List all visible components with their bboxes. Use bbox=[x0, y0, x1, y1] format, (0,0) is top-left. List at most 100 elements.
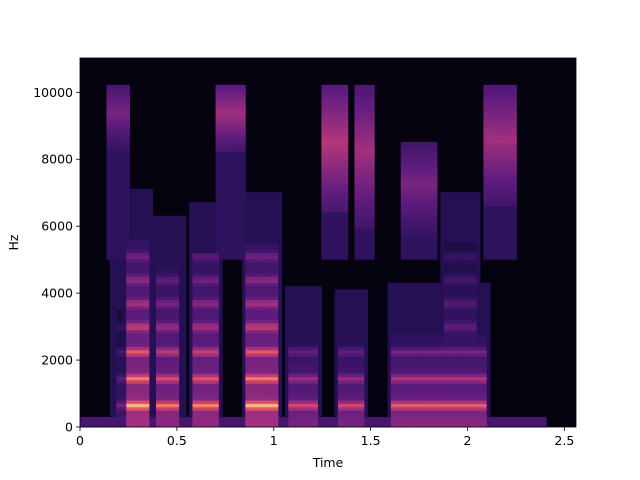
spectrogram-cell bbox=[195, 249, 200, 253]
spectrogram-cell bbox=[275, 215, 279, 220]
spectrogram-cell bbox=[251, 396, 256, 401]
spectrogram-cell bbox=[172, 229, 177, 233]
spectrogram-cell bbox=[285, 353, 289, 357]
spectrogram-cell bbox=[172, 245, 177, 250]
spectrogram-cell bbox=[258, 316, 263, 321]
spectrogram-cell bbox=[208, 346, 213, 351]
spectrogram-cell bbox=[268, 225, 273, 230]
spectrogram-cell bbox=[132, 239, 137, 243]
spectrogram-cell bbox=[235, 88, 240, 92]
spectrogram-cell bbox=[218, 333, 223, 337]
spectrogram-cell bbox=[122, 165, 127, 170]
spectrogram-cell bbox=[172, 373, 177, 378]
spectrogram-cell bbox=[132, 349, 137, 354]
spectrogram-cell bbox=[334, 316, 339, 321]
spectrogram-cell bbox=[344, 406, 349, 411]
spectrogram-cell bbox=[122, 326, 127, 331]
spectrogram-cell bbox=[132, 369, 137, 374]
spectrogram-cell bbox=[331, 229, 336, 233]
spectrogram-cell bbox=[136, 369, 140, 374]
spectrogram-cell bbox=[304, 289, 309, 294]
spectrogram-cell bbox=[192, 239, 197, 243]
spectrogram-cell bbox=[291, 410, 296, 414]
spectrogram-cell bbox=[192, 346, 197, 351]
spectrogram-cell bbox=[149, 245, 154, 250]
spectrogram-cell bbox=[205, 393, 210, 398]
spectrogram-cell bbox=[334, 356, 339, 361]
spectrogram-cell bbox=[222, 225, 226, 230]
spectrogram-cell bbox=[294, 326, 299, 331]
spectrogram-cell bbox=[142, 356, 147, 361]
spectrogram-cell bbox=[294, 423, 299, 428]
spectrogram-cell bbox=[278, 353, 283, 357]
spectrogram-cell bbox=[215, 255, 220, 260]
spectrogram-cell bbox=[132, 292, 137, 297]
spectrogram-cell bbox=[308, 420, 312, 425]
spectrogram-cell bbox=[218, 410, 223, 414]
spectrogram-cell bbox=[149, 316, 154, 321]
spectrogram-cell bbox=[245, 265, 250, 270]
spectrogram-cell bbox=[225, 235, 230, 240]
spectrogram-cell bbox=[242, 249, 246, 253]
spectrogram-cell bbox=[156, 336, 160, 341]
spectrogram-cell bbox=[109, 145, 114, 149]
spectrogram-cell bbox=[232, 111, 236, 116]
spectrogram-cell bbox=[129, 309, 134, 314]
spectrogram-cell bbox=[156, 420, 160, 425]
spectrogram-cell bbox=[122, 178, 127, 183]
spectrogram-cell bbox=[261, 319, 266, 324]
spectrogram-cell bbox=[113, 249, 117, 253]
spectrogram-cell bbox=[324, 192, 329, 196]
spectrogram-cell bbox=[179, 386, 183, 391]
spectrogram-cell bbox=[344, 292, 349, 297]
spectrogram-cell bbox=[354, 121, 359, 126]
spectrogram-cell bbox=[169, 262, 173, 267]
spectrogram-cell bbox=[268, 336, 273, 341]
spectrogram-cell bbox=[314, 286, 319, 290]
spectrogram-cell bbox=[146, 299, 150, 304]
spectrogram-cell bbox=[251, 255, 256, 260]
spectrogram-cell bbox=[136, 262, 140, 267]
spectrogram-cell bbox=[199, 302, 203, 307]
spectrogram-cell bbox=[225, 121, 230, 126]
spectrogram-cell bbox=[162, 299, 167, 304]
spectrogram-cell bbox=[261, 296, 266, 300]
spectrogram-cell bbox=[172, 359, 177, 364]
spectrogram-cell bbox=[149, 329, 154, 334]
spectrogram-cell bbox=[106, 249, 111, 253]
spectrogram-cell bbox=[278, 272, 283, 277]
spectrogram-cell bbox=[152, 376, 157, 381]
spectrogram-cell bbox=[195, 333, 200, 337]
spectrogram-cell bbox=[116, 172, 121, 176]
spectrogram-cell bbox=[242, 406, 246, 411]
spectrogram-cell bbox=[215, 309, 220, 314]
spectrogram-cell bbox=[225, 219, 230, 223]
spectrogram-cell bbox=[258, 386, 263, 391]
spectrogram-cell bbox=[156, 282, 160, 287]
spectrogram-cell bbox=[119, 413, 124, 418]
spectrogram-cell bbox=[162, 393, 167, 398]
spectrogram-cell bbox=[308, 373, 312, 378]
spectrogram-cell bbox=[146, 215, 150, 220]
spectrogram-cell bbox=[228, 111, 233, 116]
spectrogram-cell bbox=[238, 185, 243, 190]
spectrogram-cell bbox=[119, 188, 124, 193]
spectrogram-cell bbox=[122, 286, 127, 290]
spectrogram-cell bbox=[116, 413, 121, 418]
spectrogram-cell bbox=[318, 333, 322, 337]
spectrogram-cell bbox=[215, 128, 220, 133]
spectrogram-cell bbox=[126, 336, 130, 341]
spectrogram-cell bbox=[113, 128, 117, 133]
spectrogram-cell bbox=[182, 413, 187, 418]
spectrogram-cell bbox=[341, 121, 345, 126]
spectrogram-cell bbox=[334, 373, 339, 378]
spectrogram-cell bbox=[341, 135, 345, 139]
spectrogram-cell bbox=[285, 312, 289, 317]
spectrogram-cell bbox=[248, 202, 253, 206]
spectrogram-cell bbox=[119, 219, 124, 223]
spectrogram-cell bbox=[122, 175, 127, 180]
spectrogram-cell bbox=[159, 349, 164, 354]
spectrogram-cell bbox=[318, 390, 322, 394]
spectrogram-cell bbox=[159, 339, 164, 344]
spectrogram-cell bbox=[169, 272, 173, 277]
